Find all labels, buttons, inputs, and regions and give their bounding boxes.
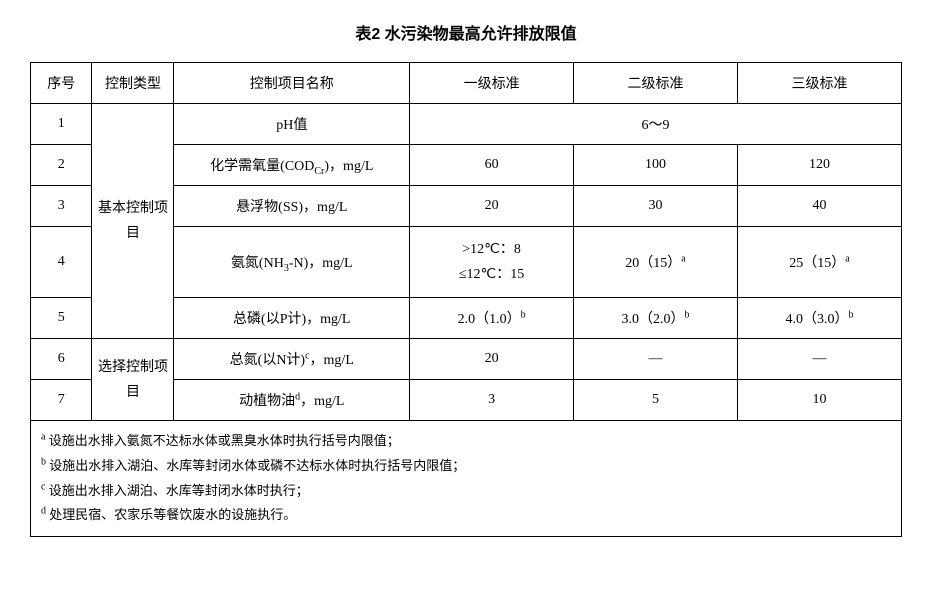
cell-l3: 4.0（3.0）b (737, 298, 901, 339)
cell-merged-value: 6～9 (410, 104, 902, 145)
cell-seq: 6 (31, 339, 92, 380)
cell-l1: 20 (410, 186, 574, 227)
cell-l3: 120 (737, 145, 901, 186)
table-row: 6 选择控制项目 总氮(以N计)c，mg/L 20 — — (31, 339, 902, 380)
cell-l1: 60 (410, 145, 574, 186)
cell-l1: >12℃：8≤12℃：15 (410, 227, 574, 298)
cell-seq: 3 (31, 186, 92, 227)
header-seq: 序号 (31, 63, 92, 104)
cell-name: 动植物油d，mg/L (174, 380, 410, 421)
cell-l3: 40 (737, 186, 901, 227)
cell-name: pH值 (174, 104, 410, 145)
cell-l1: 3 (410, 380, 574, 421)
cell-l2: 5 (574, 380, 738, 421)
cell-l2: 3.0（2.0）b (574, 298, 738, 339)
cell-seq: 2 (31, 145, 92, 186)
cell-l1: 20 (410, 339, 574, 380)
cell-ctrl-optional: 选择控制项目 (92, 339, 174, 421)
cell-seq: 5 (31, 298, 92, 339)
cell-l2: — (574, 339, 738, 380)
cell-l2: 100 (574, 145, 738, 186)
cell-l3: — (737, 339, 901, 380)
pollutant-limits-table: 序号 控制类型 控制项目名称 一级标准 二级标准 三级标准 1 基本控制项目 p… (30, 62, 902, 537)
header-l2: 二级标准 (574, 63, 738, 104)
cell-seq: 7 (31, 380, 92, 421)
header-l3: 三级标准 (737, 63, 901, 104)
cell-seq: 4 (31, 227, 92, 298)
cell-l3: 25（15）a (737, 227, 901, 298)
table-row: 1 基本控制项目 pH值 6～9 (31, 104, 902, 145)
cell-seq: 1 (31, 104, 92, 145)
header-row: 序号 控制类型 控制项目名称 一级标准 二级标准 三级标准 (31, 63, 902, 104)
header-ctrl: 控制类型 (92, 63, 174, 104)
header-name: 控制项目名称 (174, 63, 410, 104)
cell-name: 总磷(以P计)，mg/L (174, 298, 410, 339)
notes-row: a 设施出水排入氨氮不达标水体或黑臭水体时执行括号内限值；b 设施出水排入湖泊、… (31, 421, 902, 537)
table-title: 表2 水污染物最高允许排放限值 (30, 20, 902, 44)
cell-name: 总氮(以N计)c，mg/L (174, 339, 410, 380)
table-notes: a 设施出水排入氨氮不达标水体或黑臭水体时执行括号内限值；b 设施出水排入湖泊、… (31, 421, 902, 537)
cell-l2: 20（15）a (574, 227, 738, 298)
cell-name: 氨氮(NH3-N)，mg/L (174, 227, 410, 298)
cell-name: 化学需氧量(CODCr)，mg/L (174, 145, 410, 186)
header-l1: 一级标准 (410, 63, 574, 104)
cell-l2: 30 (574, 186, 738, 227)
cell-l3: 10 (737, 380, 901, 421)
cell-ctrl-basic: 基本控制项目 (92, 104, 174, 339)
cell-name: 悬浮物(SS)，mg/L (174, 186, 410, 227)
cell-l1: 2.0（1.0）b (410, 298, 574, 339)
